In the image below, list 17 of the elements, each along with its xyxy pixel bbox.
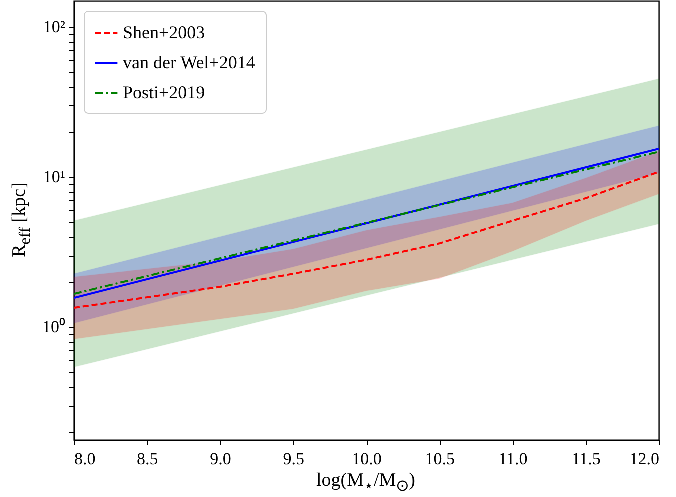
x-tick-label: 9.0 — [210, 450, 232, 468]
line-series — [74, 171, 659, 310]
x-tick-label: 9.5 — [283, 450, 304, 468]
y-tick-label: 10² — [43, 17, 66, 36]
legend-label: van der Wel+2014 — [123, 52, 256, 72]
x-tick-label: 11.0 — [498, 450, 528, 468]
x-tick-label: 8.0 — [74, 450, 96, 468]
x-tick-label: 11.5 — [572, 450, 601, 468]
x-tick-label: 8.5 — [137, 450, 158, 468]
x-tick-label: 10.0 — [352, 450, 382, 468]
y-tick-label: 10⁰ — [42, 318, 66, 337]
x-axis-title: log(M$_{⋆}$/M$_{⊙}$) — [316, 470, 416, 496]
legend-label: Shen+2003 — [123, 22, 206, 42]
x-tick-label: 12.0 — [630, 450, 660, 468]
x-tick-label: 10.5 — [425, 450, 455, 468]
y-tick-label: 10¹ — [43, 168, 66, 187]
legend-label: Posti+2019 — [123, 82, 206, 102]
